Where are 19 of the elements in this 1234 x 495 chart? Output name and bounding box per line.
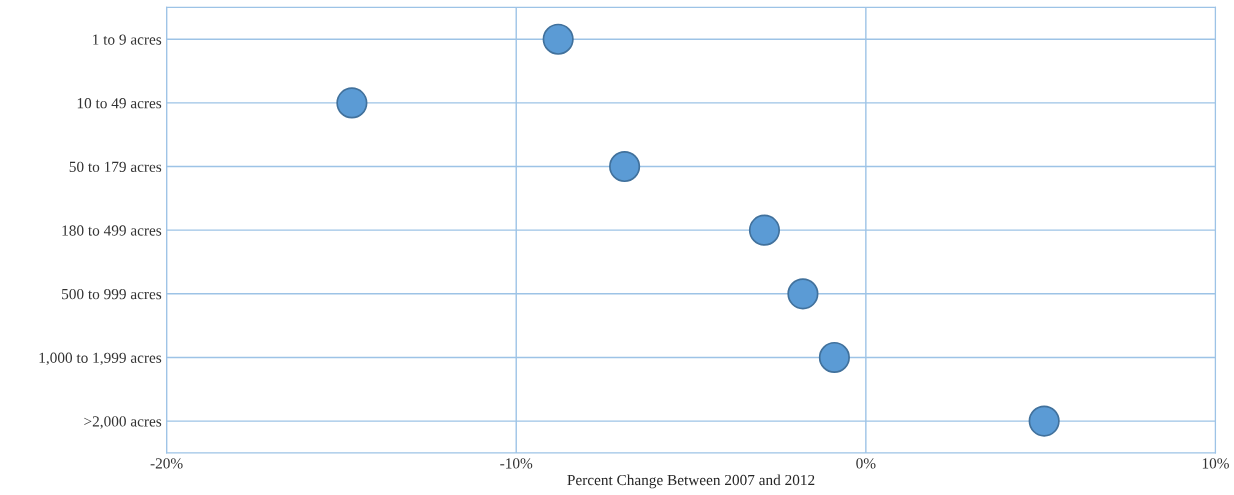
y-tick-label: 1 to 9 acres bbox=[93, 34, 162, 45]
y-tick-label: >2,000 acres bbox=[84, 416, 162, 429]
x-axis-title: Percent Change Between 2007 and 2012 bbox=[567, 474, 815, 489]
point bbox=[787, 278, 819, 310]
y-tick-label: 10 to 49 acres bbox=[77, 98, 162, 109]
y-tick-label: 180 to 499 acres bbox=[62, 225, 162, 236]
y-tick-label: 500 to 999 acres bbox=[62, 288, 162, 300]
x-tick-label: 0% bbox=[856, 458, 876, 469]
point bbox=[748, 214, 781, 246]
point bbox=[818, 341, 850, 374]
x-tick-label: -20% bbox=[150, 458, 183, 469]
point bbox=[542, 23, 574, 55]
y-tick-label: 50 to 179 acres bbox=[69, 161, 162, 172]
y-tick-label: 1,000 to 1,999 acres bbox=[39, 352, 162, 366]
x-tick-label: -10% bbox=[500, 458, 533, 469]
x-tick-label: 10% bbox=[1202, 458, 1229, 469]
point bbox=[336, 87, 368, 119]
point bbox=[1028, 405, 1060, 437]
point bbox=[609, 150, 641, 183]
